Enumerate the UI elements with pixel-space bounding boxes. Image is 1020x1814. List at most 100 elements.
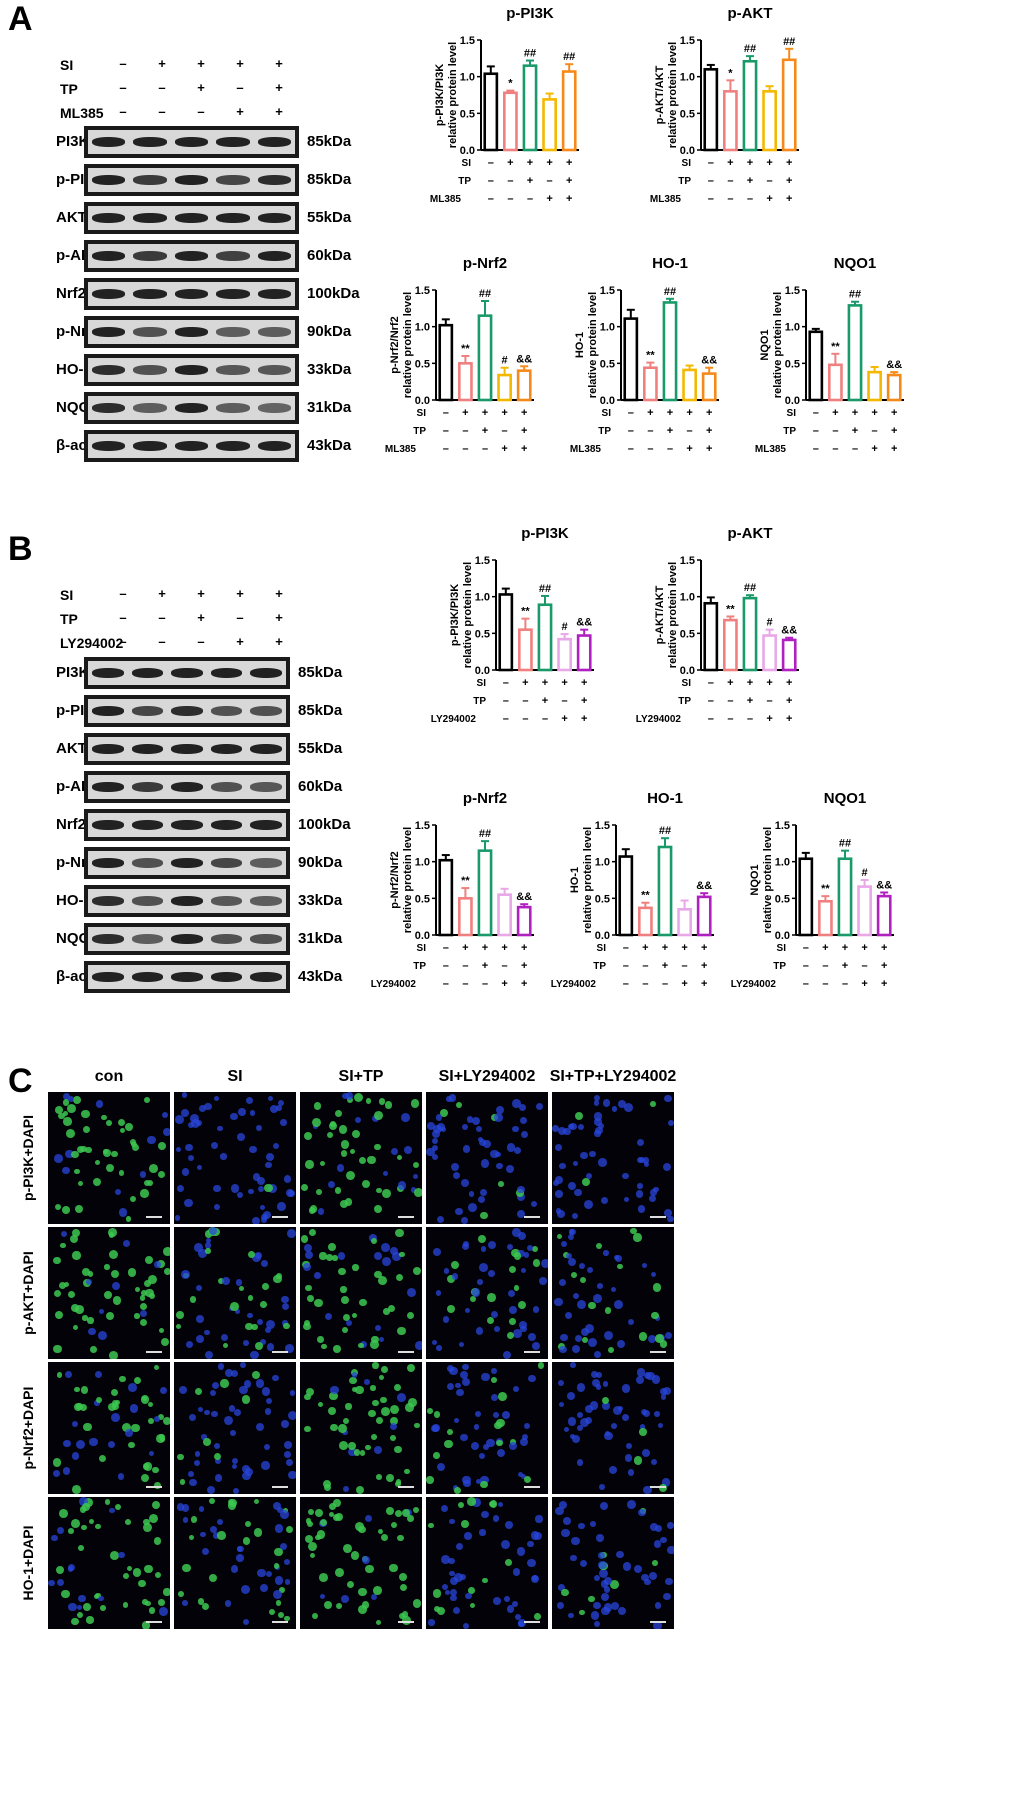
fluorescent-cell [561, 1588, 569, 1597]
fluorescent-cell [328, 1502, 336, 1511]
treatment-row-label: TP [458, 176, 471, 187]
fluorescent-cell [641, 1262, 648, 1269]
bar [723, 618, 738, 672]
fluorescent-cell [345, 1092, 353, 1100]
fluorescent-cell [453, 1487, 461, 1494]
bar [643, 366, 658, 402]
fluorescent-cell [176, 1502, 185, 1511]
fluorescent-cell [370, 1434, 377, 1440]
fluorescent-cell [376, 1416, 384, 1424]
treatment-row-sign: + [747, 175, 753, 187]
fluorescent-cell [261, 1387, 270, 1396]
fluorescent-cell [145, 1255, 154, 1264]
fluorescent-cell [570, 1536, 580, 1546]
fluorescent-cell [182, 1599, 188, 1606]
fluorescent-cell [637, 1139, 645, 1147]
fluorescent-cell [83, 1422, 92, 1432]
fluorescent-cell [111, 1412, 120, 1422]
fluorescent-cell [285, 1579, 291, 1585]
fluorescent-cell [483, 1139, 492, 1148]
fluorescent-cell [274, 1547, 283, 1557]
fluorescent-cell [449, 1366, 458, 1375]
fluorescent-cell [265, 1327, 272, 1333]
fluorescent-cell [623, 1197, 630, 1203]
y-axis-label: p-PI3K/PI3Krelative protein level [449, 562, 474, 668]
fluorescent-cell [85, 1146, 92, 1154]
bar [497, 893, 512, 937]
fluorescent-cell [112, 1296, 122, 1305]
blot-band [171, 706, 203, 716]
fluorescent-cell [314, 1298, 323, 1308]
fluorescent-cell [306, 1388, 315, 1397]
fluorescent-cell [389, 1405, 399, 1415]
fluorescent-cell [342, 1092, 349, 1100]
blot-band [250, 706, 282, 716]
fluorescent-cell [378, 1098, 386, 1105]
fluorescent-cell [261, 1283, 269, 1290]
fluorescent-cell [308, 1207, 316, 1215]
fluorescent-cell [480, 1475, 489, 1485]
fluorescent-cell [462, 1475, 471, 1485]
treatment-sign: + [275, 634, 283, 649]
fluorescent-cell [462, 1124, 469, 1131]
fluorescent-cell [273, 1275, 282, 1284]
blot-band [92, 213, 126, 223]
fluorescent-cell [139, 1303, 147, 1311]
bar [847, 304, 863, 402]
blot-band [257, 175, 291, 185]
fluorescent-cell [76, 1611, 83, 1619]
chart-title: p-PI3K [506, 5, 554, 22]
fluorescent-cell [316, 1530, 325, 1539]
blot-molecular-weight: 55kDa [298, 740, 343, 757]
fluorescent-cell [330, 1423, 338, 1432]
fluorescent-cell [626, 1499, 636, 1509]
blot-band [92, 934, 124, 944]
y-tick-label: 1.5 [680, 555, 695, 567]
fluorescent-cell [437, 1462, 446, 1472]
fluorescent-cell [659, 1340, 668, 1348]
fluorescent-cell [304, 1250, 313, 1259]
fluorescent-cell [533, 1613, 541, 1620]
fluorescent-cell [447, 1365, 454, 1373]
fluorescent-cell [639, 1424, 646, 1430]
scale-bar [524, 1216, 540, 1218]
fluorescent-cell [536, 1102, 544, 1111]
bar-chart-b-p-nrf2: p-Nrf2 p-Nrf2/Nrf2relative protein level 0… [360, 785, 590, 1040]
fluorescent-cell [570, 1555, 577, 1562]
fluorescent-cell [461, 1217, 468, 1224]
fluorescent-cell [111, 1282, 121, 1291]
blot-band [250, 934, 282, 944]
fluorescent-cell [365, 1445, 371, 1451]
fluorescent-cell [232, 1487, 240, 1494]
fluorescent-cell [558, 1584, 565, 1592]
fluorescent-cell [336, 1163, 345, 1172]
fluorescent-cell [110, 1269, 119, 1278]
treatment-row-sign: – [852, 443, 858, 455]
blot-band [92, 896, 124, 906]
fluorescent-cell [523, 1252, 530, 1258]
fluorescent-cell [473, 1424, 480, 1431]
fluorescent-cell [60, 1230, 68, 1238]
chart-title: NQO1 [824, 790, 867, 807]
fluorescent-cell [260, 1217, 267, 1223]
y-tick-label: 0.5 [680, 108, 695, 120]
fluorescent-cell [74, 1168, 80, 1175]
bar-chart-a-nqo1: NQO1 NQO1relative protein level 0.0 0.5 1.0 1… [730, 250, 960, 505]
fluorescent-cell [577, 1123, 585, 1131]
fluorescent-cell [453, 1418, 459, 1424]
fluorescent-cell [303, 1322, 311, 1330]
bar [522, 64, 538, 152]
fluorescent-cell [76, 1439, 86, 1449]
treatment-row-label: TP [413, 961, 426, 972]
fluorescent-cell [51, 1535, 58, 1542]
fluorescence-image [174, 1227, 296, 1359]
fluorescent-cell [531, 1245, 538, 1253]
treatment-row-sign: + [681, 942, 687, 954]
fluorescent-cell [526, 1244, 533, 1252]
blot-band [250, 972, 282, 982]
fluorescent-cell [157, 1599, 165, 1607]
fluorescent-cell [376, 1474, 382, 1480]
treatment-row-sign: + [766, 713, 772, 725]
chart-svg: HO-1HO-1relative protein level0.00.51.01… [551, 790, 714, 990]
fluorescent-cell [163, 1128, 170, 1136]
